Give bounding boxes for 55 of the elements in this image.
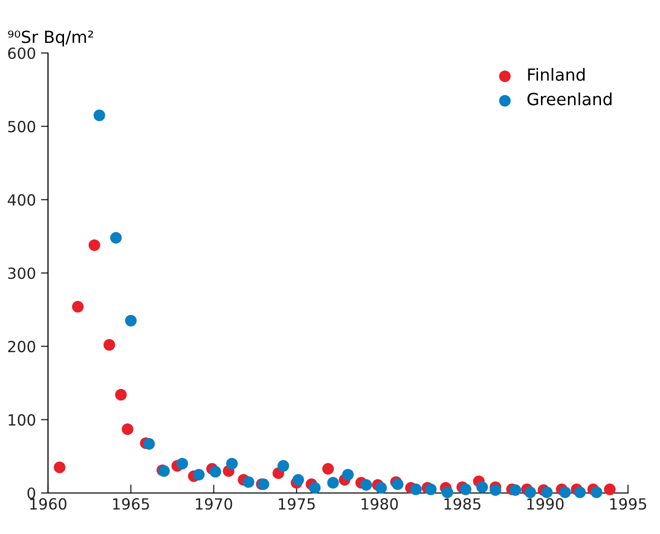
point	[510, 484, 522, 496]
point	[322, 462, 334, 475]
point	[476, 481, 488, 493]
point	[327, 476, 339, 489]
y-tick-label: 100	[8, 414, 36, 426]
point	[242, 476, 254, 488]
point	[115, 388, 127, 401]
point	[210, 466, 222, 478]
point	[143, 438, 155, 450]
legend-label: Finland	[528, 68, 585, 81]
point	[308, 482, 321, 494]
point	[176, 458, 188, 470]
point	[94, 110, 106, 122]
y-tick-label: 400	[8, 194, 36, 206]
x-tick-label: 1995	[610, 498, 646, 510]
x-tick-label: 1980	[362, 498, 398, 510]
point	[524, 486, 536, 498]
point	[226, 458, 238, 470]
point	[292, 474, 304, 486]
x-tick-label: 1975	[278, 498, 315, 510]
point	[410, 484, 422, 496]
point	[490, 484, 502, 496]
y-tick-label: 600	[8, 47, 36, 60]
point	[460, 484, 472, 496]
point	[192, 468, 205, 480]
point	[540, 486, 553, 498]
point	[360, 479, 372, 491]
y-tick-label: 500	[8, 120, 36, 132]
x-tick-label: 1960	[30, 498, 66, 510]
point	[604, 484, 616, 496]
x-tick-label: 1990	[527, 498, 564, 510]
point	[110, 232, 122, 244]
legend-label: Greenland	[527, 92, 612, 106]
y-tick-label: 0	[27, 487, 36, 500]
point	[122, 423, 134, 436]
point	[559, 486, 571, 498]
y-axis-title: ⁹⁰Sr Bq/m²	[8, 30, 93, 46]
point	[442, 486, 454, 498]
point	[424, 484, 437, 496]
x-tick-label: 1985	[444, 498, 480, 510]
y-tick-label: 200	[8, 340, 36, 352]
x-tick-label: 1970	[196, 498, 232, 510]
point	[375, 482, 387, 494]
point	[72, 300, 84, 313]
point	[342, 468, 354, 480]
point	[104, 339, 116, 351]
x-tick-label: 1965	[113, 498, 149, 510]
point	[590, 486, 602, 498]
point	[278, 460, 290, 472]
point	[54, 462, 66, 474]
point	[125, 314, 137, 326]
point	[88, 239, 100, 251]
point	[392, 478, 404, 490]
point	[574, 486, 586, 498]
y-tick-label: 300	[8, 267, 36, 280]
